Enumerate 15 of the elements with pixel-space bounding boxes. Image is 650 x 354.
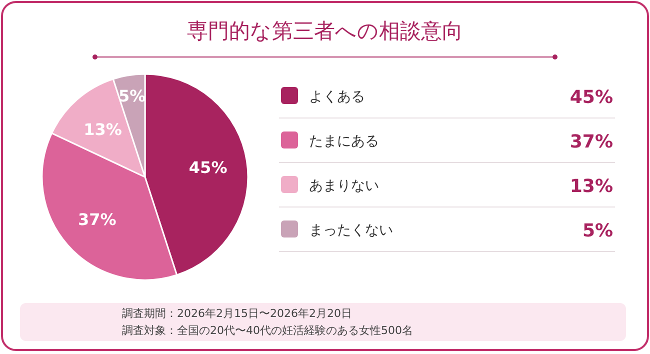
data-label: 13% — [84, 120, 122, 140]
text: 13% — [570, 176, 613, 197]
legend-label: よくある — [309, 89, 365, 105]
chart-title: 専門的な第三者への相談意向 — [187, 19, 463, 43]
text: 5% — [582, 220, 613, 242]
text: 調査期間：2026年2月15日〜2026年2月20日 — [122, 307, 352, 320]
legend-label: あまりない — [309, 178, 379, 194]
data-label: 45% — [188, 158, 228, 178]
legend-label: まったくない — [309, 222, 393, 238]
text: 調査対象：全国の20代〜40代の妊活経験のある女性500名 — [122, 324, 413, 337]
data-label: 37% — [78, 210, 116, 230]
text: 45% — [570, 87, 613, 108]
legend-label: たまにある — [309, 134, 379, 150]
text: 37% — [570, 132, 613, 152]
data-label: 5% — [118, 86, 146, 106]
